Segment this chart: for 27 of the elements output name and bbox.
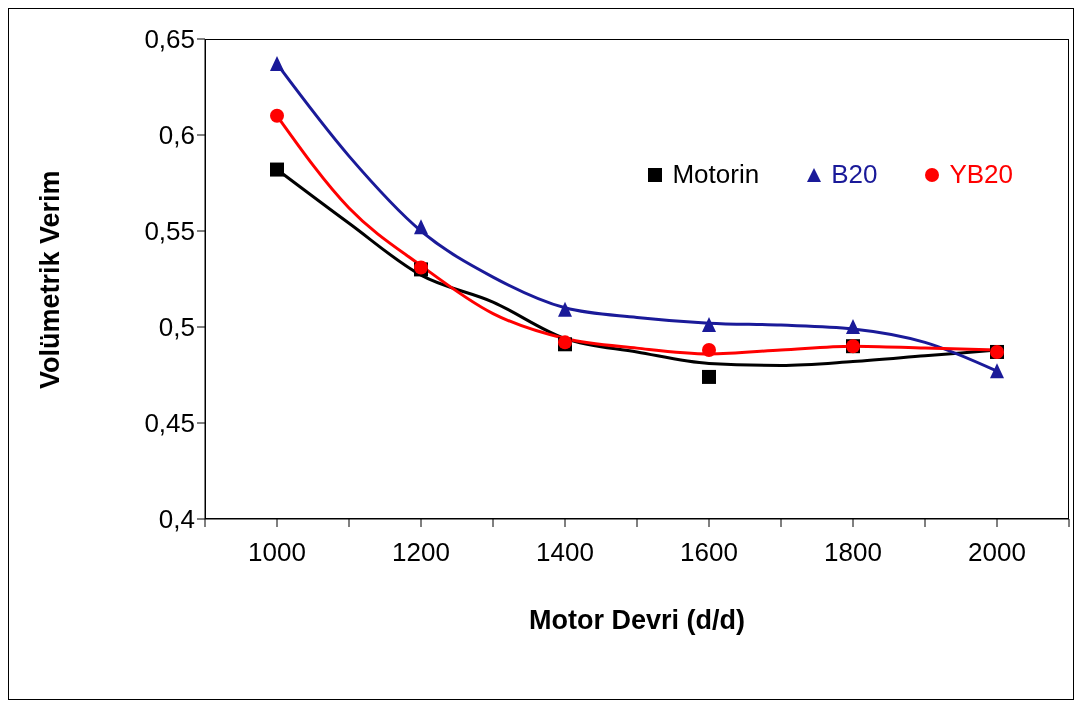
legend-label: B20 [831,159,878,190]
x-tick-label: 1200 [392,537,450,568]
x-tick-label: 1800 [824,537,882,568]
point [414,219,428,235]
point [702,343,716,358]
x-tick-label: 1600 [680,537,738,568]
point [702,317,716,333]
x-tick-label: 1400 [536,537,594,568]
x-tick-label: 2000 [968,537,1026,568]
x-tick-label: 1000 [248,537,306,568]
point [846,319,860,334]
y-tick-label: 0,4 [158,504,195,535]
legend-label: Motorin [672,159,760,190]
y-tick-label: 0,55 [144,216,195,247]
y-tick-label: 0,45 [144,408,195,439]
legend-label: YB20 [949,159,1013,190]
point [990,363,1004,379]
y-tick-label: 0,5 [158,312,195,343]
point [270,55,284,71]
y-axis-title: Volümetrik Verim [34,170,65,389]
point [270,162,284,177]
point [270,108,284,123]
point [702,369,716,384]
x-axis-title: Motor Devri (d/d) [529,605,745,635]
y-tick-label: 0,65 [144,24,195,55]
y-tick-label: 0,6 [158,120,195,151]
point [558,301,572,317]
